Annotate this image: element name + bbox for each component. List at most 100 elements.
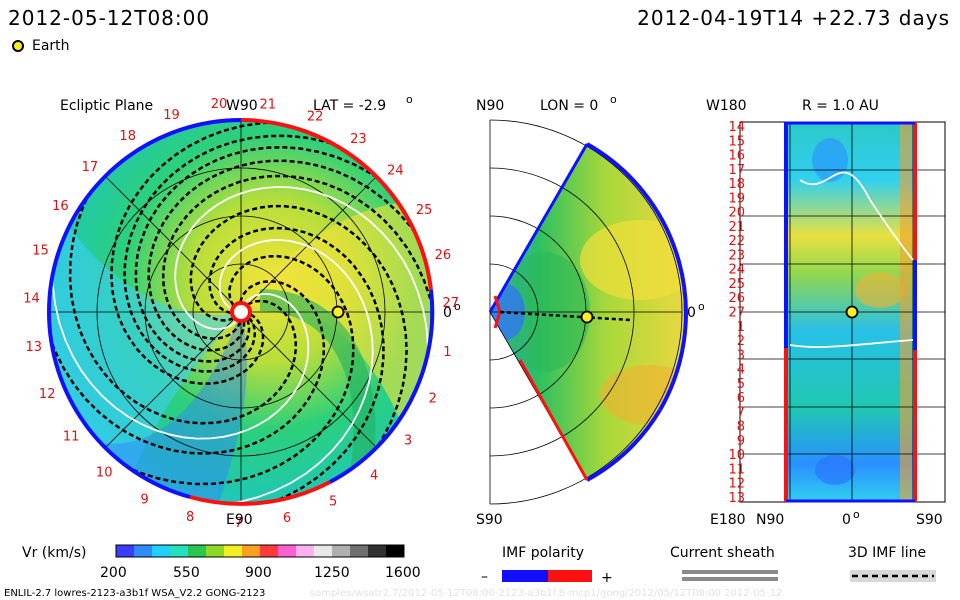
colorbar-tick-550: 550 xyxy=(173,565,200,581)
sun-marker xyxy=(230,301,252,323)
ecliptic-latitude: LAT = -2.9 xyxy=(313,98,386,114)
radial-degree-sign: o xyxy=(853,508,860,521)
colorbar-tick-1250: 1250 xyxy=(314,565,350,581)
imf-spiral-line xyxy=(208,226,385,504)
radial-x-label-n90: N90 xyxy=(756,512,784,528)
colorbar-cell xyxy=(314,545,333,557)
colorbar-label: Vr (km/s) xyxy=(22,545,86,561)
radial-row-label-7: 7 xyxy=(737,405,745,420)
radial-row-label-9: 9 xyxy=(737,434,745,449)
radial-row-label-24: 24 xyxy=(728,263,745,278)
radial-row-label-15: 15 xyxy=(728,134,745,149)
imf-spiral-line xyxy=(134,145,404,363)
colorbar-tick-1600: 1600 xyxy=(385,565,421,581)
rotation-label-1: 1 xyxy=(443,345,451,360)
colorbar-cell xyxy=(206,545,225,557)
header-datetime: 2012-05-12T08:00 xyxy=(8,6,211,30)
current-sheath-label: Current sheath xyxy=(670,545,775,561)
imf-spiral-line xyxy=(49,280,326,455)
radial-panel: 1415161718192021222324252627123456789101… xyxy=(706,98,946,528)
radial-row-label-6: 6 xyxy=(737,391,745,406)
current-sheath-legend: Current sheath xyxy=(670,545,778,581)
current-sheet-contour xyxy=(200,239,374,504)
radial-rotation-labels: 1415161718192021222324252627123456789101… xyxy=(728,120,745,506)
rotation-label-12: 12 xyxy=(39,387,56,402)
radial-row-label-19: 19 xyxy=(728,191,745,206)
radial-top-label: W180 xyxy=(706,98,747,114)
radial-row-label-8: 8 xyxy=(737,420,745,435)
colorbar-cell xyxy=(242,545,261,557)
rotation-label-14: 14 xyxy=(23,291,40,306)
rotation-label-13: 13 xyxy=(26,340,43,355)
imf-spiral-line xyxy=(110,120,302,385)
imf-spiral-line xyxy=(123,134,363,373)
imf-negative-swatch xyxy=(502,570,548,582)
rotation-label-11: 11 xyxy=(63,429,80,444)
rotation-label-2: 2 xyxy=(429,391,437,406)
header-run-info: 2012-04-19T14 +22.73 days xyxy=(637,6,950,30)
colorbar-cell xyxy=(296,545,315,557)
ecliptic-top-label: W90 xyxy=(226,98,258,114)
rotation-label-3: 3 xyxy=(404,433,412,448)
rotation-label-18: 18 xyxy=(119,129,136,144)
rotation-label-20: 20 xyxy=(211,97,228,112)
colorbar-cell xyxy=(332,545,351,557)
colorbar-cell xyxy=(134,545,153,557)
lon-degree-sign: o xyxy=(610,93,617,106)
colorbar-cell xyxy=(116,545,135,557)
earth-legend-label: Earth xyxy=(32,38,70,54)
imf-plus: + xyxy=(601,570,613,586)
earth-marker-ecliptic xyxy=(331,305,345,319)
meridional-right-label: 0 xyxy=(687,305,696,321)
radial-row-label-14: 14 xyxy=(728,120,745,135)
radial-row-label-4: 4 xyxy=(737,363,745,378)
radial-row-label-21: 21 xyxy=(728,220,745,235)
imf-spiral-line xyxy=(189,204,408,473)
radial-row-label-1: 1 xyxy=(737,320,745,335)
radial-row-label-23: 23 xyxy=(728,248,745,263)
meridional-degree-sign: o xyxy=(698,300,705,313)
footer-model-info: ENLIL-2.7 lowres-2123-a3b1f WSA_V2.2 GON… xyxy=(4,588,265,599)
colorbar-cell xyxy=(224,545,243,557)
imf-spiral-line xyxy=(102,254,355,486)
rotation-label-4: 4 xyxy=(370,468,378,483)
radial-row-label-26: 26 xyxy=(728,291,745,306)
imf-line-label: 3D IMF line xyxy=(848,545,926,561)
imf-spiral-line xyxy=(147,159,433,352)
imf-positive-swatch xyxy=(548,570,592,582)
rotation-label-5: 5 xyxy=(329,495,337,510)
colorbar-cell xyxy=(260,545,279,557)
colorbar-cell xyxy=(350,545,369,557)
rotation-label-19: 19 xyxy=(163,108,180,123)
imf-spiral-line xyxy=(68,169,298,425)
carrington-rotation-labels: 20 21222324252627123456789101112131415161… xyxy=(23,97,459,531)
imf-spiral-line xyxy=(161,174,433,340)
radial-row-label-13: 13 xyxy=(728,491,745,506)
rotation-label-21: 21 xyxy=(260,98,277,113)
colorbar-cell xyxy=(386,545,405,557)
rotation-label-25: 25 xyxy=(416,203,433,218)
radial-row-label-27: 27 xyxy=(728,306,745,321)
colorbar-cell xyxy=(170,545,189,557)
imf-polarity-label: IMF polarity xyxy=(502,545,584,561)
ecliptic-polarity-pos-arc xyxy=(240,118,433,291)
imf-polarity-legend: IMF polarity – + xyxy=(481,545,613,586)
rotation-label-27: 27 xyxy=(443,296,460,311)
rotation-label-23: 23 xyxy=(350,132,367,147)
rotation-label-17: 17 xyxy=(82,160,99,175)
imf-line-legend: 3D IMF line xyxy=(848,545,936,582)
radial-x-label-s90: S90 xyxy=(916,512,943,528)
radial-row-label-25: 25 xyxy=(728,277,745,292)
footer-path-watermark: samples/wsatr2.7/2012-05-12T08:00-2123-a… xyxy=(310,588,782,599)
rotation-label-22: 22 xyxy=(307,110,324,125)
meridional-bottom-label: S90 xyxy=(476,512,503,528)
colorbar-cell xyxy=(152,545,171,557)
radial-row-label-2: 2 xyxy=(737,334,745,349)
radial-row-label-12: 12 xyxy=(728,477,745,492)
ecliptic-bottom-label: E90 xyxy=(226,512,253,528)
ecliptic-panel: 20 21222324252627123456789101112131415161… xyxy=(23,97,459,531)
radial-row-label-17: 17 xyxy=(728,163,745,178)
rotation-label-10: 10 xyxy=(96,465,113,480)
earth-marker-meridional xyxy=(580,310,594,324)
